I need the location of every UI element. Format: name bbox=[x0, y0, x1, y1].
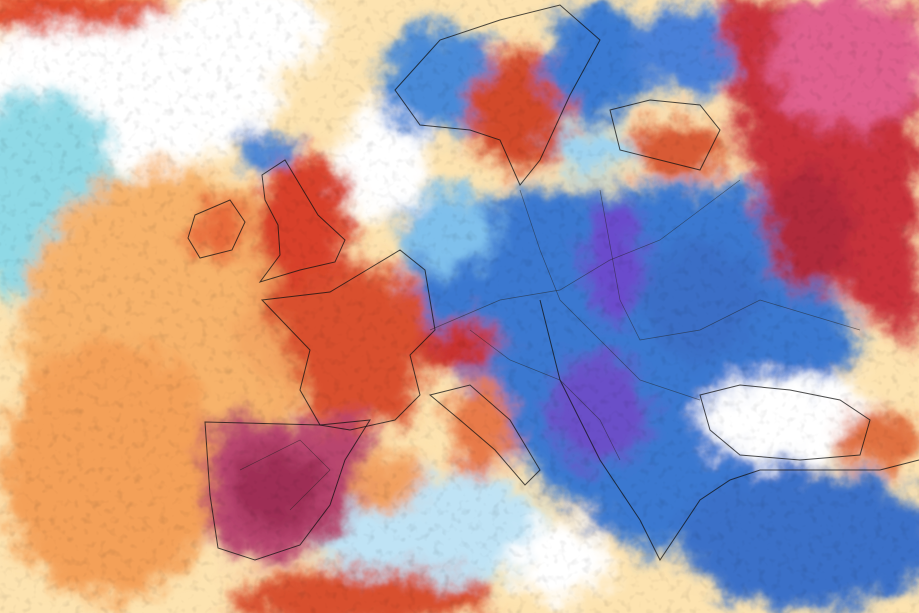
coastline bbox=[609, 99, 721, 171]
coastline bbox=[187, 199, 246, 259]
coastline bbox=[394, 4, 601, 186]
coastline bbox=[204, 419, 371, 561]
coastline bbox=[699, 384, 871, 461]
border bbox=[599, 189, 861, 341]
borders bbox=[239, 179, 861, 511]
border bbox=[519, 189, 701, 401]
coastlines bbox=[187, 4, 919, 561]
coastline bbox=[539, 299, 919, 561]
coastline bbox=[428, 384, 541, 486]
coastline bbox=[260, 249, 436, 431]
border bbox=[239, 439, 331, 511]
border bbox=[469, 329, 621, 461]
border bbox=[429, 179, 741, 331]
coastline bbox=[258, 159, 346, 283]
